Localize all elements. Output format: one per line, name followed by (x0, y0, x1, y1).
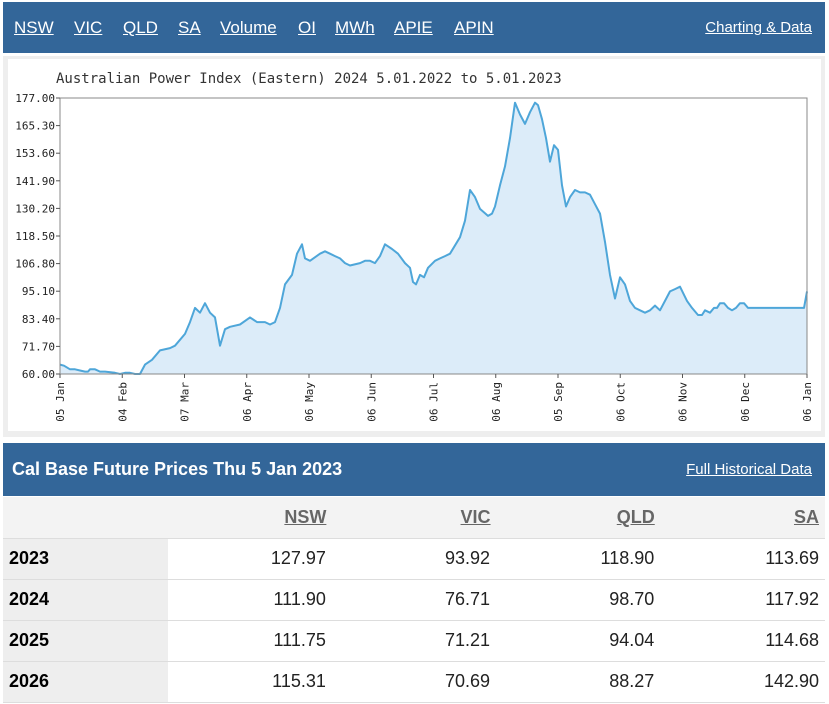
y-tick-label: 165.30 (15, 120, 55, 133)
y-tick-label: 83.40 (22, 313, 55, 326)
cal-base-prices-table: NSW VIC QLD SA 2023 127.97 93.92 118.90 … (3, 497, 825, 703)
chart-panel: Australian Power Index (Eastern) 2024 5.… (3, 56, 825, 437)
x-tick-label: 05 Sep (552, 382, 565, 422)
nav-link-apie[interactable]: APIE (394, 18, 433, 37)
y-tick-label: 106.80 (15, 258, 55, 271)
x-tick-label: 07 Mar (179, 382, 192, 422)
series-line (59, 101, 808, 375)
price-nsw: 111.75 (167, 620, 333, 662)
price-sa: 114.68 (660, 620, 825, 662)
price-sa: 113.69 (660, 538, 825, 580)
series-area (60, 102, 807, 374)
x-tick-label: 06 Dec (739, 382, 752, 422)
nav-link-apin[interactable]: APIN (454, 18, 494, 37)
price-nsw: 111.90 (167, 579, 333, 621)
price-qld: 88.27 (496, 661, 661, 703)
price-nsw: 115.31 (167, 661, 333, 703)
column-header-qld[interactable]: QLD (496, 497, 661, 539)
price-nsw: 127.97 (167, 538, 333, 580)
y-tick-label: 60.00 (22, 368, 55, 381)
x-tick-label: 06 Jun (365, 382, 378, 422)
chart-title: Australian Power Index (Eastern) 2024 5.… (56, 71, 562, 87)
price-index-chart: Australian Power Index (Eastern) 2024 5.… (8, 59, 821, 431)
row-year: 2024 (3, 579, 169, 621)
column-header-nsw[interactable]: NSW (168, 497, 333, 539)
price-qld: 98.70 (496, 579, 661, 621)
chart-background (8, 59, 821, 431)
row-year: 2026 (3, 661, 169, 703)
nav-link-qld[interactable]: QLD (123, 18, 158, 37)
top-nav: NSW VIC QLD SA Volume OI MWh APIE APIN C… (3, 2, 825, 53)
nav-link-nsw[interactable]: NSW (14, 18, 54, 37)
x-tick-label: 06 Jul (428, 382, 441, 422)
y-tick-label: 130.20 (15, 202, 55, 215)
price-qld: 118.90 (496, 538, 661, 580)
column-header-vic[interactable]: VIC (332, 497, 497, 539)
x-tick-label: 06 May (303, 382, 316, 422)
nav-link-vic[interactable]: VIC (74, 18, 103, 37)
table-row: 2026 115.31 70.69 88.27 142.90 (3, 661, 825, 703)
table-header-bar: Cal Base Future Prices Thu 5 Jan 2023 Fu… (3, 443, 825, 496)
y-tick-label: 141.90 (15, 175, 55, 188)
price-vic: 71.21 (331, 620, 497, 662)
nav-link-oi[interactable]: OI (298, 18, 316, 37)
nav-link-volume[interactable]: Volume (220, 18, 277, 37)
x-tick-label: 06 Jan (801, 382, 814, 422)
row-year: 2023 (3, 538, 169, 580)
table-row: 2024 111.90 76.71 98.70 117.92 (3, 579, 825, 621)
price-qld: 94.04 (496, 620, 661, 662)
price-sa: 117.92 (660, 579, 825, 621)
y-tick-label: 177.00 (15, 92, 55, 105)
price-vic: 76.71 (331, 579, 497, 621)
table-row: 2025 111.75 71.21 94.04 114.68 (3, 620, 825, 662)
nav-link-sa[interactable]: SA (178, 18, 201, 37)
x-tick-label: 04 Feb (116, 382, 129, 422)
table-title: Cal Base Future Prices Thu 5 Jan 2023 (12, 459, 343, 479)
table-row: 2023 127.97 93.92 118.90 113.69 (3, 538, 825, 580)
row-year: 2025 (3, 620, 169, 662)
y-tick-label: 118.50 (15, 230, 55, 243)
x-tick-label: 05 Jan (54, 382, 67, 422)
charting-data-link[interactable]: Charting & Data (705, 19, 812, 36)
x-tick-label: 06 Apr (241, 382, 254, 422)
column-header-sa[interactable]: SA (660, 497, 825, 539)
nav-link-mwh[interactable]: MWh (335, 18, 375, 37)
x-tick-label: 06 Oct (614, 382, 627, 422)
x-tick-label: 06 Nov (677, 382, 690, 422)
table-header-row: NSW VIC QLD SA (3, 497, 825, 539)
y-tick-label: 95.10 (22, 285, 55, 298)
y-tick-label: 153.60 (15, 147, 55, 160)
y-tick-label: 71.70 (22, 340, 55, 353)
full-historical-data-link[interactable]: Full Historical Data (686, 461, 812, 478)
price-sa: 142.90 (660, 661, 825, 703)
x-tick-label: 06 Aug (490, 382, 503, 422)
price-vic: 93.92 (331, 538, 497, 580)
header-year (3, 497, 169, 539)
price-vic: 70.69 (331, 661, 497, 703)
